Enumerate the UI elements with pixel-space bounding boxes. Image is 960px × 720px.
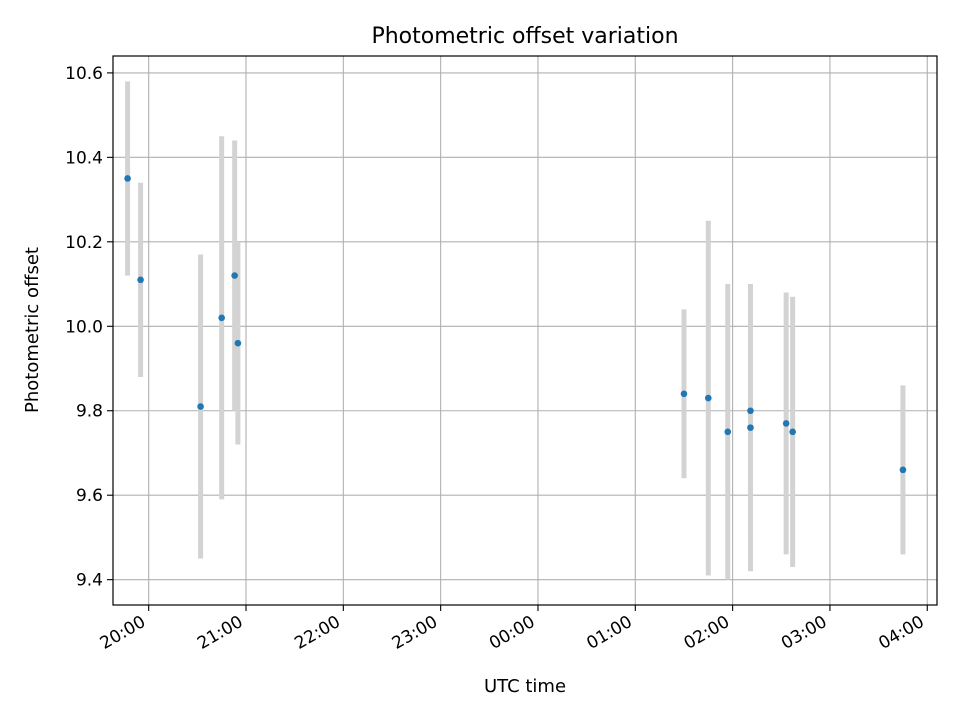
y-tick-label: 10.6 xyxy=(65,64,103,84)
x-tick-label: 01:00 xyxy=(583,612,635,654)
data-point xyxy=(218,314,225,322)
x-tick-label: 20:00 xyxy=(97,612,149,654)
x-tick-label: 03:00 xyxy=(778,612,830,654)
data-point xyxy=(231,272,238,279)
y-tick-label: 9.6 xyxy=(76,486,103,506)
data-point xyxy=(680,390,688,398)
x-tick-label: 22:00 xyxy=(291,612,343,654)
plot-frame xyxy=(112,55,938,606)
data-point xyxy=(747,424,754,431)
data-point xyxy=(782,420,790,427)
x-tick-label: 21:00 xyxy=(194,612,246,654)
data-point xyxy=(124,175,131,182)
x-axis-label: UTC time xyxy=(484,676,566,697)
chart-title: Photometric offset variation xyxy=(371,24,678,49)
y-tick-label: 9.8 xyxy=(76,402,103,422)
data-point xyxy=(899,466,907,474)
y-tick-label: 10.2 xyxy=(65,233,103,253)
x-tick-label: 23:00 xyxy=(389,612,441,654)
x-tick-label: 04:00 xyxy=(875,612,927,654)
data-points xyxy=(124,175,907,474)
y-axis: 9.4 9.6 9.8 10.0 10.2 10.4 10.6 xyxy=(65,64,113,591)
grid-lines xyxy=(113,56,937,605)
data-point xyxy=(197,403,204,410)
y-tick-label: 10.0 xyxy=(65,317,103,337)
data-point xyxy=(137,276,144,284)
x-tick-label: 02:00 xyxy=(681,612,733,654)
data-point xyxy=(234,339,242,347)
error-bars xyxy=(125,81,906,580)
data-point xyxy=(704,394,712,402)
data-point xyxy=(789,428,796,436)
y-tick-label: 9.4 xyxy=(76,571,103,591)
y-tick-label: 10.4 xyxy=(65,148,103,168)
data-point xyxy=(724,428,732,436)
x-tick-label: 00:00 xyxy=(486,612,538,654)
x-axis: 20:00 21:00 22:00 23:00 00:00 01:00 02:00 03:00… xyxy=(97,605,928,654)
y-axis-label: Photometric offset xyxy=(22,247,43,413)
data-point xyxy=(747,407,754,415)
